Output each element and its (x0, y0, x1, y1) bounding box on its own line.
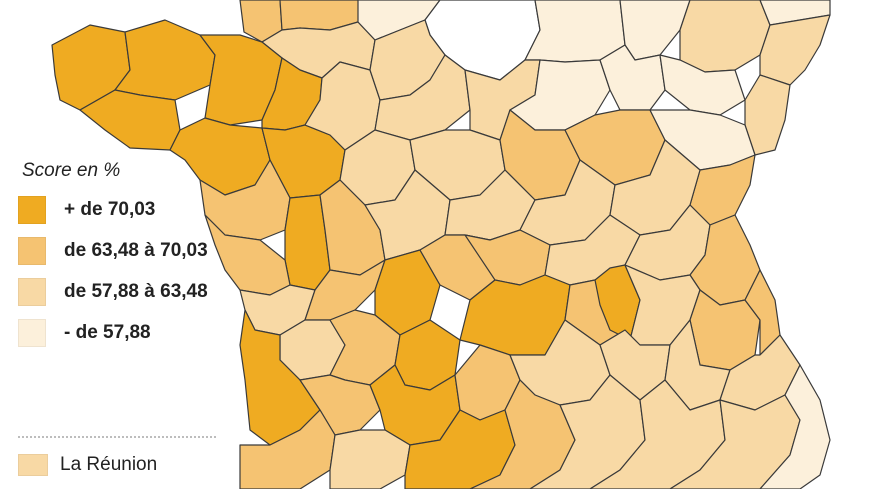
legend-item: - de 57,88 (18, 319, 228, 347)
department-region (759, 14, 831, 86)
legend-item: + de 70,03 (18, 196, 228, 224)
legend-item: de 63,48 à 70,03 (18, 237, 228, 265)
legend-item: de 57,88 à 63,48 (18, 278, 228, 306)
reunion-label: La Réunion (60, 454, 158, 475)
legend-label: de 57,88 à 63,48 (64, 281, 208, 302)
legend-title: Score en % (22, 160, 121, 181)
legend-items: + de 70,03 de 63,48 à 70,03 de 57,88 à 63,… (18, 196, 228, 347)
department-region (679, 0, 771, 73)
department-region (759, 364, 831, 489)
department-region (524, 0, 626, 63)
legend-label: de 63,48 à 70,03 (64, 240, 208, 261)
department-region (329, 429, 411, 489)
reunion-swatch (18, 454, 48, 476)
legend-swatch (18, 319, 46, 347)
legend-swatch (18, 278, 46, 306)
legend-label: + de 70,03 (64, 199, 156, 220)
department-region (114, 19, 216, 101)
department-region (744, 74, 791, 156)
map-legend: Score en % + de 70,03 de 63,48 à 70,03 de … (18, 160, 228, 360)
legend-divider (18, 436, 216, 438)
legend-swatch (18, 237, 46, 265)
overseas-la-reunion: La Réunion (18, 454, 157, 476)
legend-swatch (18, 196, 46, 224)
legend-label: - de 57,88 (64, 322, 151, 343)
